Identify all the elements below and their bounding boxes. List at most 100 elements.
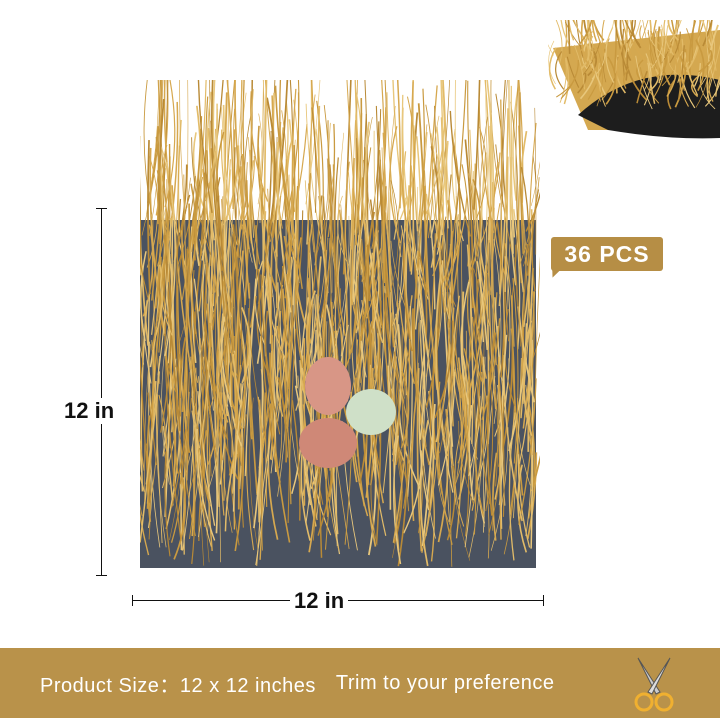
grass-strand xyxy=(695,63,709,108)
grass-strand xyxy=(430,126,440,238)
grass-strand xyxy=(518,80,524,203)
grass-strand xyxy=(144,344,151,502)
grass-strand xyxy=(614,20,629,74)
grass-strand xyxy=(465,272,488,405)
grass-strand xyxy=(586,30,594,54)
grass-strand xyxy=(517,464,528,553)
grass-strand xyxy=(277,100,289,207)
grass-strand xyxy=(674,48,687,108)
product-size-banner: Product Size：12 x 12 inches Trim to your… xyxy=(0,648,720,718)
grass-strand xyxy=(605,27,615,83)
grass-strand xyxy=(626,20,636,44)
grass-strand xyxy=(364,121,375,278)
grass-strand xyxy=(480,216,489,324)
grass-strand xyxy=(156,175,167,267)
grass-strand xyxy=(412,80,419,232)
grass-strand xyxy=(220,318,233,408)
grass-strand xyxy=(344,458,352,545)
grass-strand xyxy=(417,103,428,295)
grass-strand xyxy=(263,80,268,219)
grass-strand xyxy=(548,40,556,85)
grass-strand xyxy=(324,169,335,252)
grass-strand xyxy=(495,144,514,256)
grass-strand xyxy=(354,98,363,246)
grass-strand xyxy=(384,212,392,377)
grass-strand xyxy=(628,29,647,62)
grass-strand xyxy=(180,230,197,392)
grass-strand xyxy=(559,59,567,103)
grass-strand xyxy=(425,193,436,310)
grass-strand xyxy=(451,231,468,430)
grass-strand xyxy=(573,44,586,90)
grass-strand xyxy=(186,183,197,292)
grass-strand xyxy=(381,147,398,308)
grass-strand xyxy=(224,455,236,532)
grass-strand xyxy=(201,264,214,391)
grass-strand xyxy=(196,428,216,541)
grass-strand xyxy=(647,29,657,69)
grass-strand xyxy=(250,80,254,241)
grass-strand xyxy=(658,29,664,84)
grass-strand xyxy=(555,20,563,64)
grass-strand xyxy=(452,195,468,266)
grass-strand xyxy=(223,233,234,361)
grass-strand xyxy=(392,225,406,327)
grass-strand xyxy=(186,248,189,328)
grass-strand xyxy=(582,41,601,76)
grass-strand xyxy=(490,203,501,295)
grass-mat-photo xyxy=(140,80,540,568)
grass-strand xyxy=(365,221,383,319)
grass-strand xyxy=(223,281,233,458)
grass-strand xyxy=(601,20,606,61)
grass-strand xyxy=(280,240,290,350)
size-text: Product Size：12 x 12 inches xyxy=(40,674,316,697)
grass-strand xyxy=(389,180,399,293)
grass-strand xyxy=(409,81,414,272)
grass-strand xyxy=(164,352,179,474)
grass-strand xyxy=(678,43,685,91)
grass-strand xyxy=(281,265,291,427)
grass-strand xyxy=(176,198,182,399)
grass-strand xyxy=(517,131,528,293)
grass-strand xyxy=(266,97,276,236)
grass-strand xyxy=(449,480,453,567)
grass-strand xyxy=(647,57,656,104)
grass-strand xyxy=(287,328,297,524)
grass-strand xyxy=(698,49,713,73)
grass-strand xyxy=(267,418,279,540)
grass-strand xyxy=(183,174,187,360)
grass-strand xyxy=(452,295,460,377)
grass-strand xyxy=(252,80,265,255)
grass-strand xyxy=(234,250,244,424)
grass-strand xyxy=(454,379,470,487)
grass-strand xyxy=(631,20,642,49)
grass-strand xyxy=(352,113,363,303)
grass-strand xyxy=(475,301,491,505)
grass-strand xyxy=(266,262,272,344)
trim-text: Trim to your preference xyxy=(335,671,555,694)
height-dimension-line xyxy=(96,208,107,576)
grass-strand xyxy=(158,394,168,479)
grass-strand xyxy=(642,20,651,58)
grass-strand xyxy=(249,225,258,328)
grass-strand xyxy=(140,510,150,556)
grass-strand xyxy=(308,183,320,297)
grass-strand xyxy=(231,246,236,407)
scissors-icon xyxy=(634,657,674,712)
grass-strand xyxy=(437,371,456,486)
grass-strand xyxy=(417,276,432,381)
grass-strand xyxy=(518,92,525,254)
grass-strand xyxy=(418,251,428,361)
grass-strand xyxy=(291,400,301,521)
grass-strand xyxy=(160,263,172,433)
grass-strand xyxy=(587,49,598,77)
grass-strand xyxy=(418,124,428,236)
grass-strand xyxy=(526,395,536,519)
grass-strand xyxy=(173,472,187,560)
grass-strand xyxy=(702,20,713,47)
grass-strand xyxy=(302,404,318,521)
grass-strand xyxy=(248,377,258,495)
grass-strand xyxy=(508,80,516,238)
mat-backing-detail-photo xyxy=(548,20,720,139)
grass-strand xyxy=(462,417,470,537)
